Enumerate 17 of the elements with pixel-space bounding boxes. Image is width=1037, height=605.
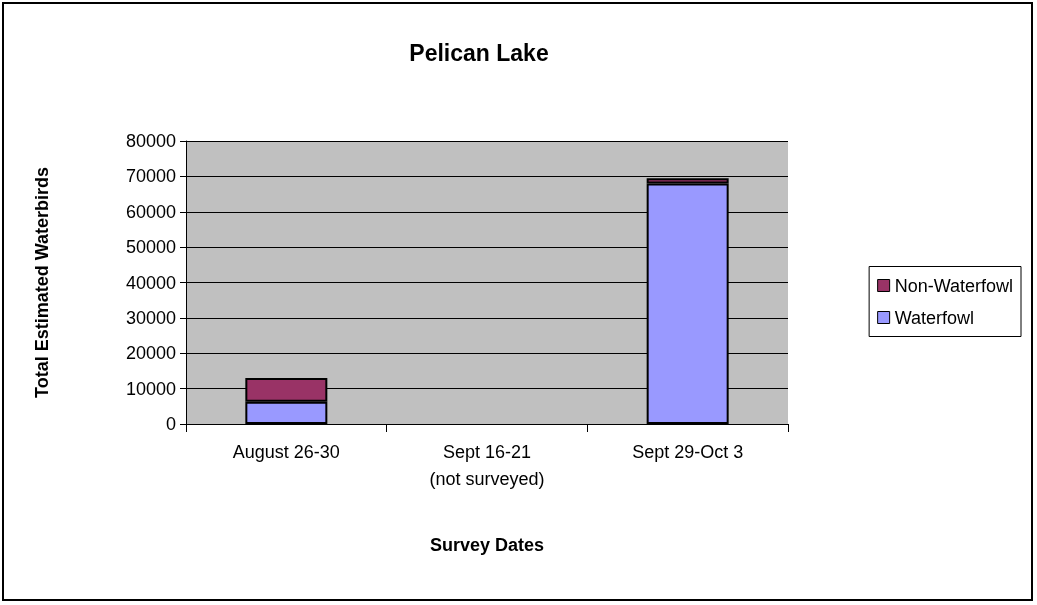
legend-label: Waterfowl bbox=[894, 307, 974, 328]
y-tick-label: 80000 bbox=[125, 131, 176, 151]
x-tick-label: August 26-30 bbox=[232, 441, 340, 462]
x-tick-label: Sept 16-21 (not surveyed) bbox=[429, 441, 545, 489]
y-tick-label: 50000 bbox=[125, 237, 176, 258]
legend-label: Non-Waterfowl bbox=[894, 275, 1014, 296]
x-axis-title: Survey Dates bbox=[429, 535, 545, 555]
y-tick-label: 60000 bbox=[125, 201, 176, 222]
y-tick-label: 30000 bbox=[125, 307, 176, 328]
y-tick-label: 20000 bbox=[125, 343, 176, 364]
x-tick-label: Sept 29-Oct 3 bbox=[632, 441, 744, 462]
y-tick-label: 0 bbox=[165, 414, 176, 434]
y-tick-label: 40000 bbox=[125, 272, 176, 293]
chart-title: Pelican Lake bbox=[409, 39, 549, 66]
y-axis-title: Total Estimated Waterbirds bbox=[32, 166, 52, 399]
y-tick-label: 10000 bbox=[125, 378, 176, 399]
y-tick-label: 70000 bbox=[125, 166, 176, 187]
